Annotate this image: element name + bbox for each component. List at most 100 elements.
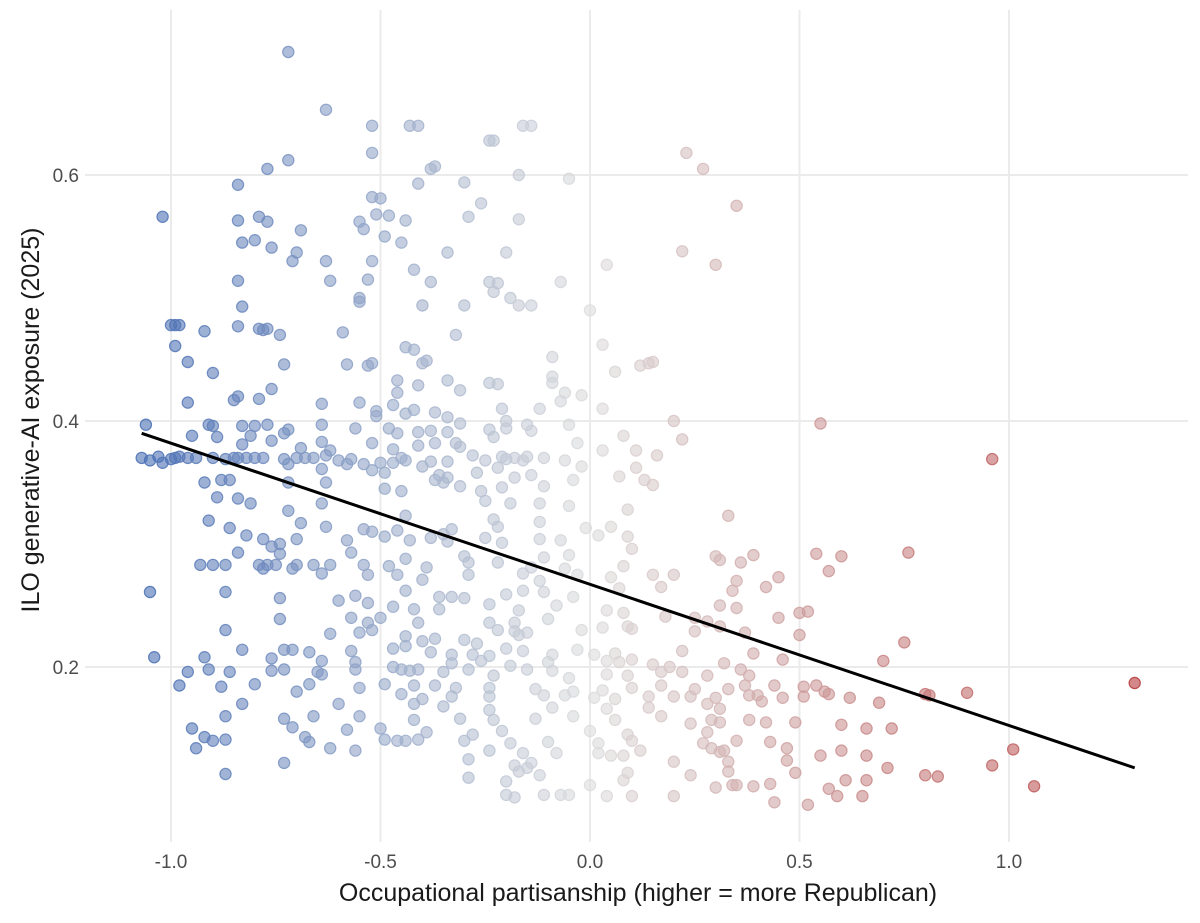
data-point xyxy=(391,524,404,537)
data-point xyxy=(860,749,873,762)
data-point xyxy=(231,320,245,333)
data-point xyxy=(361,596,375,610)
data-point xyxy=(768,796,781,809)
data-point xyxy=(537,480,551,493)
data-point xyxy=(483,690,496,703)
data-point xyxy=(357,222,370,236)
data-point xyxy=(722,509,735,522)
data-point xyxy=(403,664,416,677)
data-point xyxy=(562,548,576,562)
data-point xyxy=(562,788,576,802)
data-point xyxy=(470,466,484,479)
data-point xyxy=(533,515,546,529)
data-point xyxy=(198,476,211,489)
data-point xyxy=(382,209,396,222)
data-point xyxy=(835,744,848,757)
points-layer xyxy=(135,45,1141,812)
data-point xyxy=(416,635,429,648)
data-point xyxy=(1128,676,1141,690)
data-point xyxy=(500,422,513,435)
data-point xyxy=(713,716,727,729)
data-point xyxy=(550,599,563,612)
data-point xyxy=(462,663,475,676)
data-point xyxy=(717,657,731,670)
data-point xyxy=(143,585,157,599)
data-point xyxy=(625,789,639,803)
data-point xyxy=(642,690,655,703)
data-point xyxy=(424,275,437,289)
data-point xyxy=(629,444,643,457)
data-point xyxy=(391,374,404,387)
data-point xyxy=(407,713,421,727)
data-point xyxy=(424,424,437,437)
data-point xyxy=(315,397,328,410)
x-tick-label: 0.5 xyxy=(786,852,812,873)
data-point xyxy=(437,700,450,713)
data-point xyxy=(495,536,509,550)
data-point xyxy=(604,520,618,534)
data-point xyxy=(282,45,295,59)
data-point xyxy=(282,457,295,471)
data-point xyxy=(252,392,266,406)
x-tick-label: -1.0 xyxy=(155,852,188,873)
data-point xyxy=(345,611,358,625)
data-point xyxy=(676,245,689,258)
data-point xyxy=(655,710,668,723)
data-point xyxy=(474,654,488,668)
data-point xyxy=(487,134,500,147)
data-point xyxy=(424,455,437,468)
data-point xyxy=(588,691,601,705)
data-point xyxy=(412,425,425,439)
x-axis-title: Occupational partisanship (higher = more… xyxy=(339,879,937,907)
data-point xyxy=(441,374,454,387)
data-point xyxy=(533,769,546,782)
data-point xyxy=(764,735,777,749)
data-point xyxy=(340,534,354,547)
data-point xyxy=(273,591,287,605)
data-point xyxy=(257,562,270,575)
data-point xyxy=(307,558,320,572)
data-point xyxy=(730,734,743,748)
data-point xyxy=(399,584,412,597)
data-point xyxy=(399,639,412,653)
data-point xyxy=(378,482,391,495)
data-point xyxy=(407,403,421,417)
data-point xyxy=(349,663,362,676)
data-point xyxy=(575,460,588,473)
data-point xyxy=(512,213,526,226)
data-point xyxy=(642,701,655,714)
data-point xyxy=(571,436,584,450)
data-point xyxy=(374,722,387,735)
y-axis-title: ILO generative-AI exposure (2025) xyxy=(17,228,45,613)
data-point xyxy=(412,379,425,392)
data-point xyxy=(600,654,614,668)
data-point xyxy=(378,466,391,479)
data-point xyxy=(315,435,328,449)
data-point xyxy=(634,359,647,372)
data-point xyxy=(667,690,681,703)
data-point xyxy=(399,552,412,566)
data-point xyxy=(365,525,379,538)
data-point xyxy=(353,396,366,409)
data-point xyxy=(315,497,328,510)
data-point xyxy=(500,642,513,655)
data-point xyxy=(814,749,827,762)
data-point xyxy=(231,178,245,191)
data-point xyxy=(688,625,702,638)
data-point xyxy=(759,716,773,729)
data-point xyxy=(734,556,748,569)
data-point xyxy=(701,697,714,711)
data-point xyxy=(650,449,664,462)
data-point xyxy=(872,696,886,709)
data-point xyxy=(919,769,932,782)
data-point xyxy=(759,580,773,594)
data-point xyxy=(495,481,509,494)
data-point xyxy=(365,119,379,133)
data-point xyxy=(613,655,626,669)
data-point xyxy=(558,562,572,575)
data-point xyxy=(265,652,278,665)
data-point xyxy=(386,600,400,613)
data-point xyxy=(546,664,559,677)
data-point xyxy=(558,689,572,702)
data-point xyxy=(378,678,391,691)
